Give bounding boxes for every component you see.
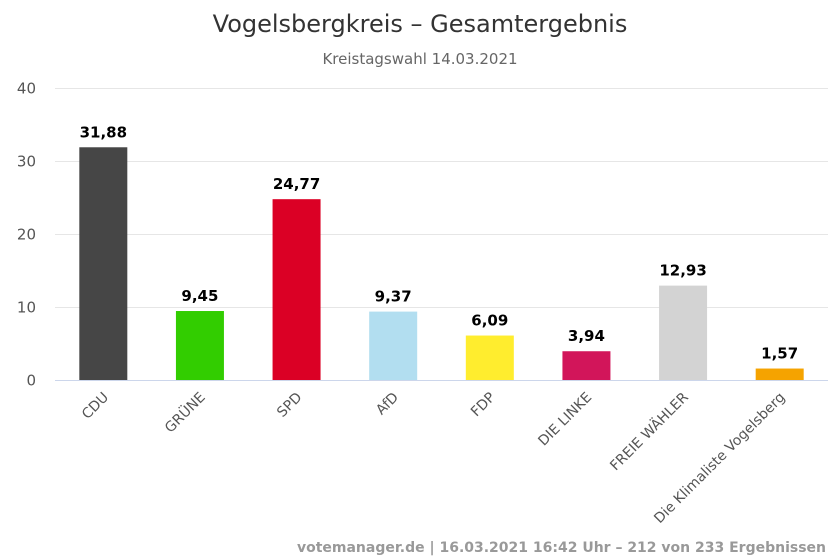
- bar: [659, 285, 708, 380]
- bar: [272, 199, 321, 380]
- x-tick-label: SPD: [274, 390, 305, 421]
- y-tick-label: 40: [17, 80, 36, 98]
- data-label: 9,45: [181, 287, 218, 305]
- y-tick-label: 0: [26, 372, 36, 390]
- data-label: 3,94: [568, 327, 605, 345]
- data-label: 6,09: [471, 312, 508, 330]
- chart-subtitle: Kreistagswahl 14.03.2021: [322, 50, 517, 68]
- bar: [175, 311, 224, 380]
- data-label: 31,88: [80, 123, 127, 141]
- y-axis-ticks: 0 10 20 30 40: [17, 80, 36, 390]
- bar: [79, 147, 128, 380]
- data-label: 9,37: [375, 288, 412, 306]
- x-axis-ticks: CDU GRÜNE SPD AfD FDP DIE LINKE FREIE WÄHLERDi…: [79, 388, 788, 527]
- y-tick-label: 10: [17, 299, 36, 317]
- grid-lines: [55, 88, 828, 308]
- data-label: 1,57: [761, 345, 798, 363]
- x-tick-label: GRÜNE: [161, 388, 209, 436]
- y-tick-label: 30: [17, 153, 36, 171]
- chart-title: Vogelsbergkreis – Gesamtergebnis: [213, 10, 628, 38]
- bar: [562, 351, 611, 380]
- x-tick-label: DIE LINKE: [535, 390, 595, 450]
- x-tick-label: AfD: [373, 390, 402, 419]
- chart-credits: votemanager.de | 16.03.2021 16:42 Uhr – …: [297, 540, 826, 556]
- x-tick-label: CDU: [79, 390, 112, 423]
- data-label: 12,93: [659, 262, 706, 280]
- data-labels: 31,88 9,45 24,77 9,37 6,09 3,94 12,93 1,57: [80, 123, 799, 362]
- bar: [465, 335, 514, 380]
- x-tick-label: FDP: [468, 390, 499, 421]
- y-tick-label: 20: [17, 226, 36, 244]
- bars: [79, 147, 804, 380]
- data-label: 24,77: [273, 175, 320, 193]
- bar: [755, 368, 804, 380]
- x-tick-label: FREIE WÄHLER: [606, 388, 692, 474]
- bar: [369, 311, 418, 380]
